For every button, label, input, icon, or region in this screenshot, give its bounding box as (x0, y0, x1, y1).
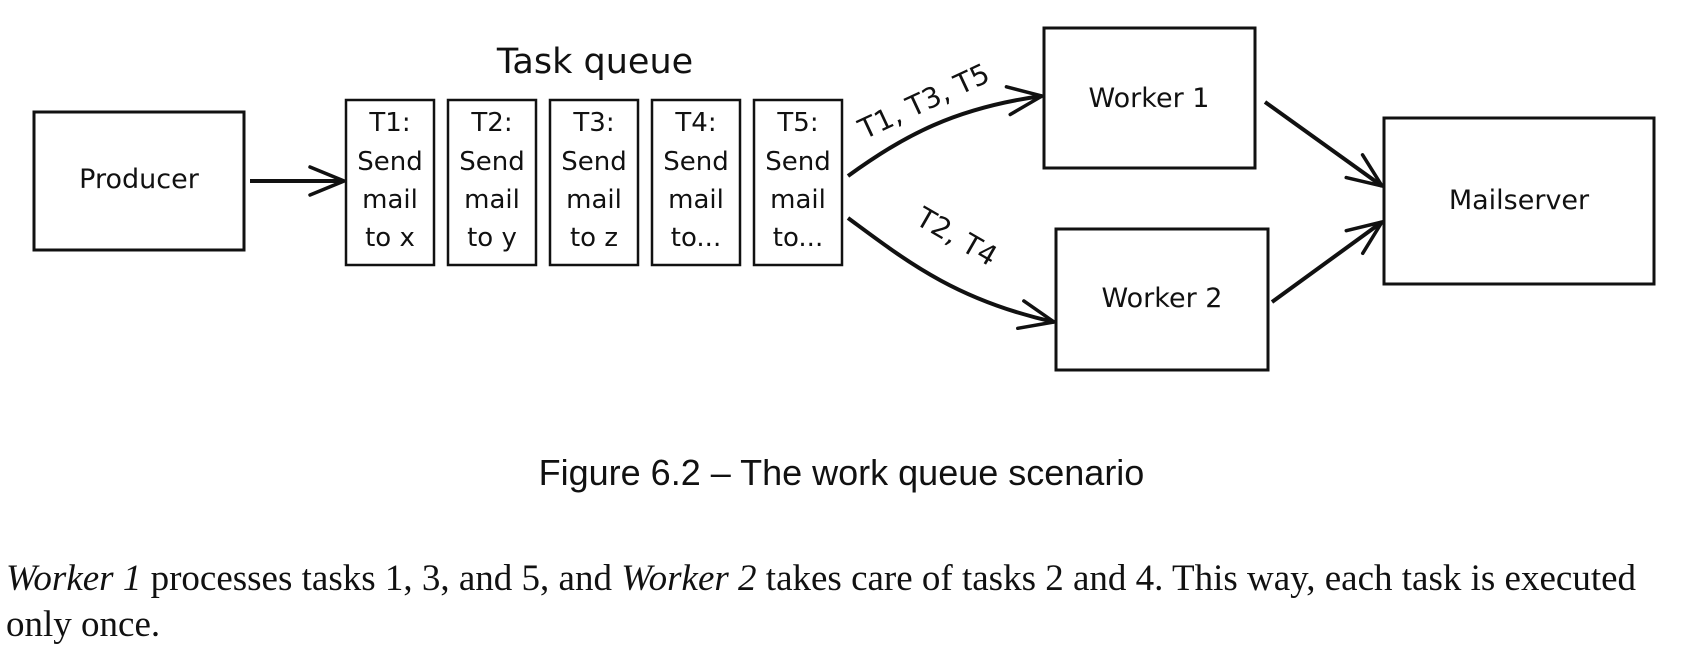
mailserver-label: Mailserver (1449, 185, 1590, 216)
task-line: T3: (572, 108, 614, 138)
task-line: T5: (776, 108, 818, 138)
arrow-label-bottom: T2, T4 (910, 200, 1003, 273)
task-line: mail (770, 185, 826, 215)
task-queue: T1: Send mail to x T2: Send mail to y T3… (344, 98, 844, 267)
task-line: Send (459, 147, 524, 177)
body-text-part2: takes care of tasks 2 and 4. This way, e… (6, 558, 1637, 645)
worker2-to-mailserver-arrow (1270, 222, 1382, 304)
worker1-mention: Worker 1 (6, 558, 142, 599)
task-line: T1: (368, 108, 410, 138)
task-card: T4: Send mail to... (650, 98, 742, 267)
worker2-node: Worker 2 (1054, 227, 1270, 372)
producer-node: Producer (32, 110, 246, 252)
task-line: T4: (674, 108, 716, 138)
task-line: to... (671, 223, 721, 253)
body-text-part1: processes tasks 1, 3, and 5, and (141, 558, 622, 599)
worker2-mention: Worker 2 (621, 558, 757, 599)
worker1-to-mailserver-arrow (1263, 100, 1382, 186)
task-card: T2: Send mail to y (446, 98, 538, 267)
task-line: to x (365, 223, 415, 253)
task-card: T3: Send mail to z (548, 98, 640, 267)
figure-caption: Figure 6.2 – The work queue scenario (538, 452, 1145, 493)
task-line: Send (663, 147, 728, 177)
task-line: T2: (470, 108, 512, 138)
worker2-label: Worker 2 (1102, 283, 1223, 314)
task-line: to z (570, 223, 618, 253)
task-line: mail (362, 185, 418, 215)
mailserver-node: Mailserver (1382, 116, 1656, 286)
task-line: mail (566, 185, 622, 215)
task-line: to... (773, 223, 823, 253)
arrow-label-top: T1, T3, T5 (853, 57, 995, 147)
worker1-label: Worker 1 (1089, 83, 1210, 114)
body-paragraph: Worker 1 processes tasks 1, 3, and 5, an… (6, 556, 1676, 648)
task-line: mail (668, 185, 724, 215)
queue-to-worker2-arrow (846, 216, 1054, 322)
task-line: Send (765, 147, 830, 177)
queue-to-worker1-arrow (846, 96, 1042, 178)
work-queue-diagram: Producer Task queue T1: Send mail to x T… (32, 26, 1656, 372)
task-card: T1: Send mail to x (344, 98, 436, 267)
producer-label: Producer (79, 164, 200, 195)
task-line: to y (467, 223, 517, 253)
queue-title: Task queue (496, 42, 693, 82)
task-line: mail (464, 185, 520, 215)
task-line: Send (357, 147, 422, 177)
worker1-node: Worker 1 (1042, 26, 1257, 170)
task-line: Send (561, 147, 626, 177)
task-card: T5: Send mail to... (752, 98, 844, 267)
